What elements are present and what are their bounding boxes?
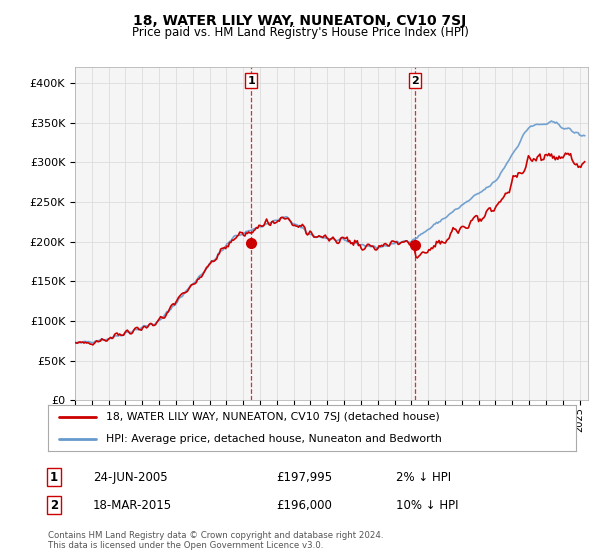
Text: 10% ↓ HPI: 10% ↓ HPI: [396, 498, 458, 512]
Text: 2% ↓ HPI: 2% ↓ HPI: [396, 470, 451, 484]
Text: 18-MAR-2015: 18-MAR-2015: [93, 498, 172, 512]
Text: £197,995: £197,995: [276, 470, 332, 484]
Text: Price paid vs. HM Land Registry's House Price Index (HPI): Price paid vs. HM Land Registry's House …: [131, 26, 469, 39]
Text: 2: 2: [50, 498, 58, 512]
Text: 2: 2: [411, 76, 419, 86]
Text: 1: 1: [50, 470, 58, 484]
Text: 1: 1: [247, 76, 255, 86]
Text: 18, WATER LILY WAY, NUNEATON, CV10 7SJ (detached house): 18, WATER LILY WAY, NUNEATON, CV10 7SJ (…: [106, 412, 440, 422]
Text: HPI: Average price, detached house, Nuneaton and Bedworth: HPI: Average price, detached house, Nune…: [106, 435, 442, 444]
Text: 18, WATER LILY WAY, NUNEATON, CV10 7SJ: 18, WATER LILY WAY, NUNEATON, CV10 7SJ: [133, 14, 467, 28]
Text: £196,000: £196,000: [276, 498, 332, 512]
Text: 24-JUN-2005: 24-JUN-2005: [93, 470, 167, 484]
Text: Contains HM Land Registry data © Crown copyright and database right 2024.
This d: Contains HM Land Registry data © Crown c…: [48, 531, 383, 550]
